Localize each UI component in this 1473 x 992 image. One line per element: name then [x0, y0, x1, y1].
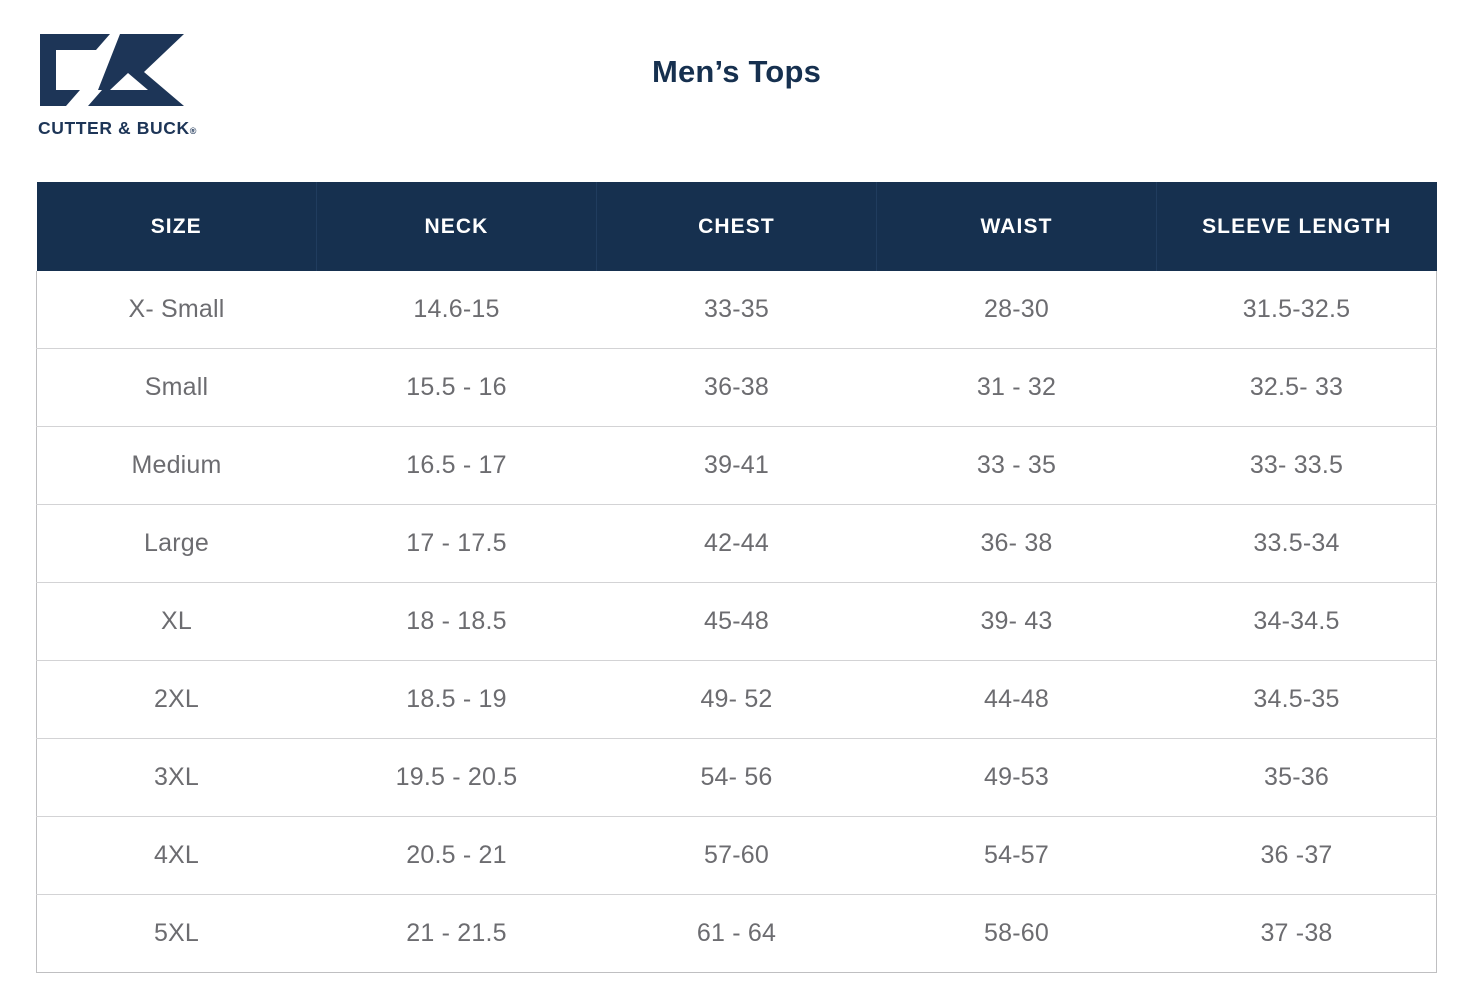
cell-size: Medium — [36, 426, 317, 505]
table-header: SIZE NECK CHEST WAIST SLEEVE LENGTH — [36, 182, 1437, 271]
cell-sleeve: 34-34.5 — [1156, 582, 1437, 661]
cell-waist: 31 - 32 — [876, 348, 1157, 427]
column-header-neck: NECK — [316, 182, 597, 271]
cell-neck: 14.6-15 — [316, 271, 597, 349]
cell-sleeve: 33- 33.5 — [1156, 426, 1437, 505]
table-row: 2XL 18.5 - 19 49- 52 44-48 34.5-35 — [36, 660, 1437, 739]
cell-neck: 20.5 - 21 — [316, 816, 597, 895]
cell-chest: 45-48 — [596, 582, 877, 661]
trademark-icon: ® — [189, 126, 197, 136]
cell-waist: 58-60 — [876, 894, 1157, 973]
cell-sleeve: 36 -37 — [1156, 816, 1437, 895]
brand-logo: CUTTER & BUCK® — [36, 30, 211, 148]
cell-sleeve: 31.5-32.5 — [1156, 271, 1437, 349]
table-row: 5XL 21 - 21.5 61 - 64 58-60 37 -38 — [36, 894, 1437, 973]
table-row: XL 18 - 18.5 45-48 39- 43 34-34.5 — [36, 582, 1437, 661]
cell-chest: 54- 56 — [596, 738, 877, 817]
cell-waist: 44-48 — [876, 660, 1157, 739]
cell-neck: 15.5 - 16 — [316, 348, 597, 427]
cell-chest: 33-35 — [596, 271, 877, 349]
cell-chest: 49- 52 — [596, 660, 877, 739]
cell-neck: 19.5 - 20.5 — [316, 738, 597, 817]
cell-size: XL — [36, 582, 317, 661]
cell-sleeve: 34.5-35 — [1156, 660, 1437, 739]
cell-size: 4XL — [36, 816, 317, 895]
cell-neck: 18 - 18.5 — [316, 582, 597, 661]
brand-wordmark: CUTTER & BUCK® — [38, 118, 196, 139]
brand-wordmark-text: CUTTER & BUCK — [38, 118, 190, 138]
size-chart-container: SIZE NECK CHEST WAIST SLEEVE LENGTH X- S… — [36, 182, 1437, 973]
table-row: Medium 16.5 - 17 39-41 33 - 35 33- 33.5 — [36, 426, 1437, 505]
cell-chest: 36-38 — [596, 348, 877, 427]
cell-sleeve: 33.5-34 — [1156, 504, 1437, 583]
cell-waist: 39- 43 — [876, 582, 1157, 661]
cell-waist: 28-30 — [876, 271, 1157, 349]
column-header-waist: WAIST — [876, 182, 1157, 271]
table-row: 4XL 20.5 - 21 57-60 54-57 36 -37 — [36, 816, 1437, 895]
table-header-row: SIZE NECK CHEST WAIST SLEEVE LENGTH — [36, 182, 1437, 271]
cell-neck: 16.5 - 17 — [316, 426, 597, 505]
column-header-chest: CHEST — [596, 182, 877, 271]
cell-waist: 33 - 35 — [876, 426, 1157, 505]
cell-size: 3XL — [36, 738, 317, 817]
cell-sleeve: 37 -38 — [1156, 894, 1437, 973]
cell-sleeve: 35-36 — [1156, 738, 1437, 817]
size-chart-table: SIZE NECK CHEST WAIST SLEEVE LENGTH X- S… — [36, 182, 1437, 973]
cell-waist: 54-57 — [876, 816, 1157, 895]
cell-chest: 42-44 — [596, 504, 877, 583]
table-body: X- Small 14.6-15 33-35 28-30 31.5-32.5 S… — [36, 271, 1437, 973]
cell-neck: 18.5 - 19 — [316, 660, 597, 739]
page-header: CUTTER & BUCK® Men’s Tops — [0, 0, 1473, 182]
cell-size: 5XL — [36, 894, 317, 973]
cell-chest: 61 - 64 — [596, 894, 877, 973]
cell-sleeve: 32.5- 33 — [1156, 348, 1437, 427]
table-row: Small 15.5 - 16 36-38 31 - 32 32.5- 33 — [36, 348, 1437, 427]
cell-waist: 36- 38 — [876, 504, 1157, 583]
column-header-sleeve-length: SLEEVE LENGTH — [1156, 182, 1437, 271]
cell-neck: 17 - 17.5 — [316, 504, 597, 583]
cell-size: 2XL — [36, 660, 317, 739]
page-title: Men’s Tops — [651, 54, 822, 89]
table-row: 3XL 19.5 - 20.5 54- 56 49-53 35-36 — [36, 738, 1437, 817]
cell-size: X- Small — [36, 271, 317, 349]
cell-neck: 21 - 21.5 — [316, 894, 597, 973]
cell-chest: 57-60 — [596, 816, 877, 895]
cell-size: Large — [36, 504, 317, 583]
cell-chest: 39-41 — [596, 426, 877, 505]
column-header-size: SIZE — [36, 182, 317, 271]
table-row: X- Small 14.6-15 33-35 28-30 31.5-32.5 — [36, 271, 1437, 349]
cutter-and-buck-monogram-icon — [40, 34, 184, 106]
cell-size: Small — [36, 348, 317, 427]
cell-waist: 49-53 — [876, 738, 1157, 817]
table-row: Large 17 - 17.5 42-44 36- 38 33.5-34 — [36, 504, 1437, 583]
